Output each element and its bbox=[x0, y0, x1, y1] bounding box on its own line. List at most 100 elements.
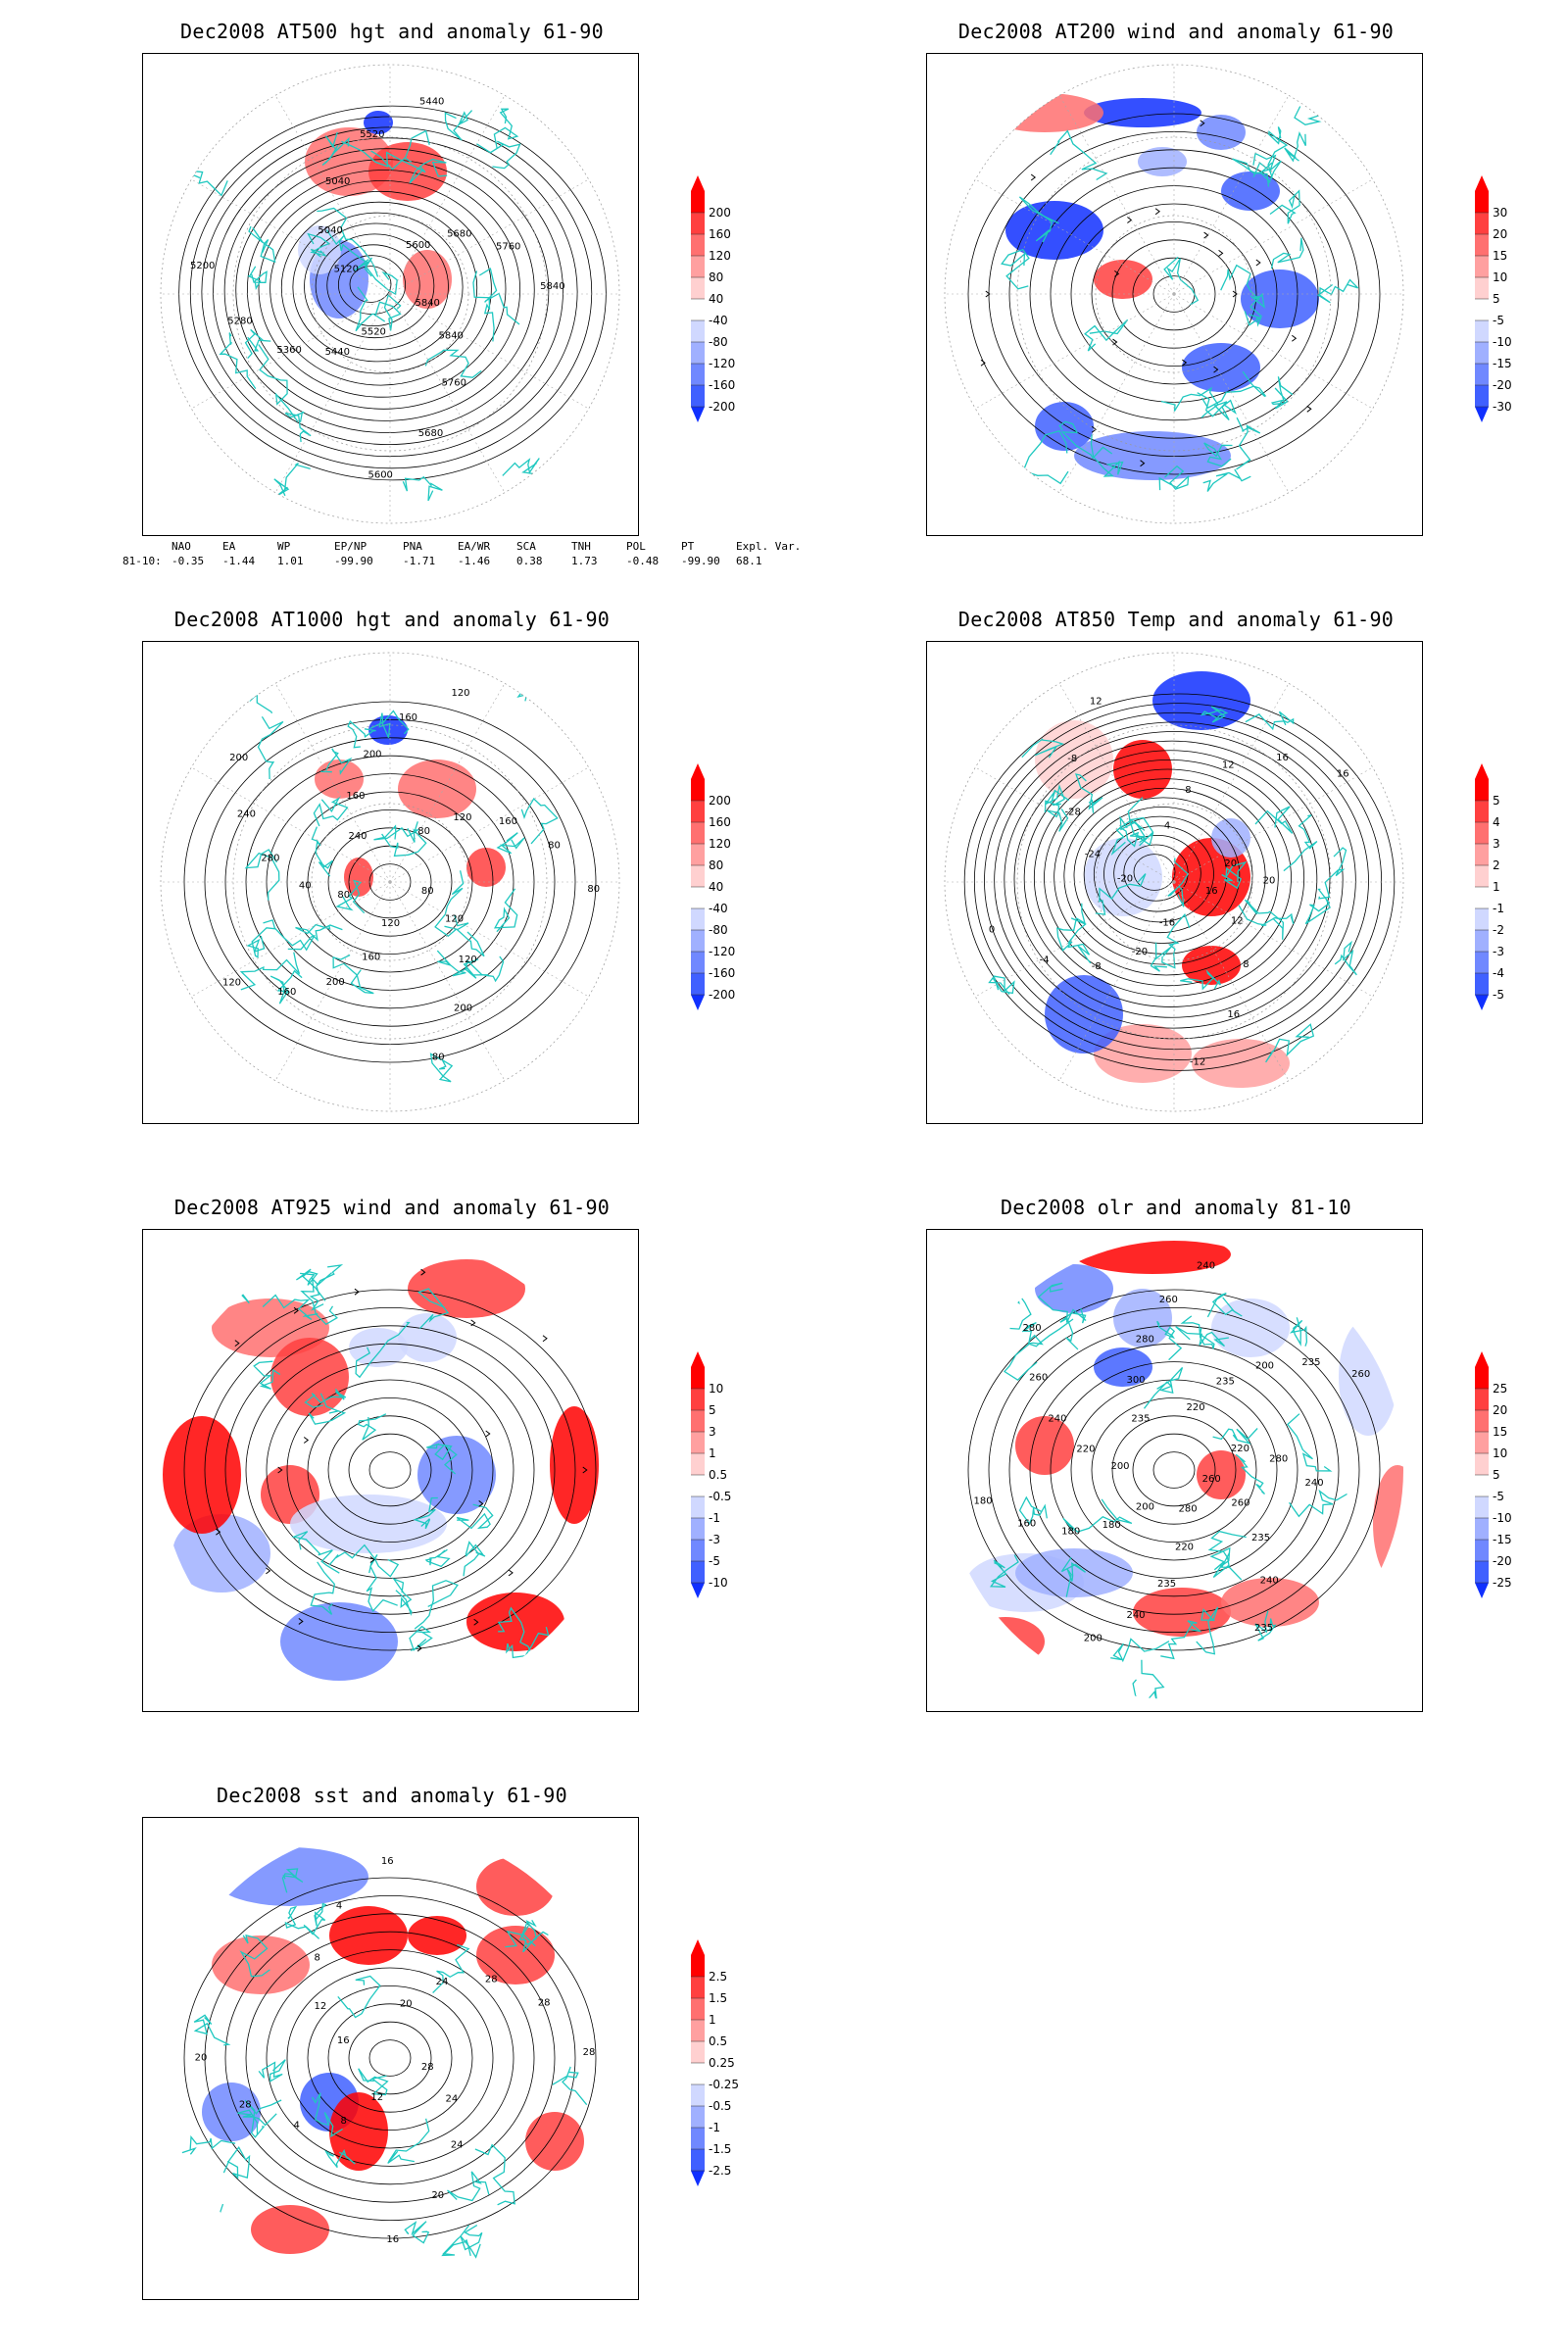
table-value-cell: 0.38 bbox=[516, 555, 543, 567]
contour-line bbox=[1013, 740, 1331, 1018]
contour-line bbox=[286, 1967, 494, 2149]
streamline-arrow bbox=[303, 1437, 310, 1444]
graticule bbox=[160, 652, 620, 1112]
streamline-arrow bbox=[420, 1268, 426, 1276]
colorbar-swatch bbox=[691, 865, 705, 887]
panel-title: Dec2008 AT1000 hgt and anomaly 61-90 bbox=[173, 608, 611, 631]
contour-label: 235 bbox=[1301, 1357, 1320, 1368]
colorbar-arrow-bottom bbox=[691, 2171, 705, 2186]
colorbar-label: -200 bbox=[709, 988, 735, 1002]
contour-label: 5120 bbox=[334, 265, 359, 275]
contour-label: 5360 bbox=[276, 345, 301, 356]
anomaly-region bbox=[398, 1313, 457, 1362]
contour-label: -16 bbox=[1159, 917, 1175, 928]
colorbar-label: 120 bbox=[709, 249, 731, 263]
anomaly-region bbox=[1113, 1289, 1172, 1348]
colorbar-label: 5 bbox=[1493, 794, 1500, 808]
streamline-arrow bbox=[1091, 425, 1098, 433]
colorbar-swatch bbox=[691, 320, 705, 342]
colorbar-label: 30 bbox=[1493, 206, 1507, 220]
contour-line bbox=[307, 1396, 473, 1543]
map-frame bbox=[926, 53, 1423, 536]
contour-line bbox=[307, 808, 473, 955]
colorbar-swatch bbox=[1475, 801, 1489, 822]
contour-line bbox=[1008, 149, 1340, 439]
colorbar-arrow-bottom bbox=[691, 995, 705, 1010]
contour-line bbox=[304, 222, 449, 351]
contour-line bbox=[1004, 731, 1344, 1029]
panel-title: Dec2008 AT925 wind and anomaly 61-90 bbox=[173, 1196, 611, 1219]
colorbar-label: -160 bbox=[709, 378, 735, 392]
colorbar-label: 10 bbox=[709, 1382, 723, 1396]
contour-line bbox=[1091, 1396, 1257, 1543]
polar-map: 28 24 24 20 16 12 8 4 28 20 16 12 8 4 16 20 24 28 28 28 bbox=[161, 1847, 597, 2259]
contour-label: 280 bbox=[1023, 1323, 1042, 1334]
contour-line bbox=[292, 212, 464, 363]
graticule bbox=[191, 766, 391, 883]
colorbar-swatch bbox=[691, 1998, 705, 2020]
colorbar: 2.5 1.5 1 0.5 0.25 -0.25 -0.5 -1 -1.5 -2.5 bbox=[685, 1936, 754, 2224]
coastline bbox=[988, 706, 1357, 1063]
colorbar-arrow-bottom bbox=[1475, 1583, 1489, 1598]
contour-label: 260 bbox=[1029, 1372, 1048, 1383]
contour-label: 12 bbox=[1222, 760, 1235, 770]
contour-line bbox=[1033, 759, 1305, 998]
graticule bbox=[1173, 293, 1373, 410]
table-value-cell: -0.35 bbox=[172, 555, 205, 567]
contour-label: 24 bbox=[451, 2139, 464, 2150]
colorbar-swatch bbox=[1475, 952, 1489, 973]
graticule bbox=[389, 293, 506, 493]
anomaly-region bbox=[525, 2112, 584, 2171]
anomaly-region bbox=[550, 1406, 599, 1524]
anomaly-region bbox=[1074, 431, 1231, 480]
colorbar: 30 20 15 10 5 -5 -10 -15 -20 -30 bbox=[1469, 172, 1538, 460]
contour-label: 260 bbox=[1202, 1474, 1221, 1485]
colorbar-label: 3 bbox=[709, 1425, 716, 1439]
colorbar-swatch bbox=[691, 1453, 705, 1475]
anomaly-region bbox=[1045, 975, 1123, 1054]
contour-label: 12 bbox=[1231, 916, 1244, 927]
graticule bbox=[274, 683, 391, 883]
colorbar-swatch bbox=[1475, 973, 1489, 995]
graticule bbox=[975, 766, 1175, 883]
contour-line bbox=[224, 737, 556, 1027]
contour-label: 24 bbox=[436, 1977, 449, 1987]
graticule bbox=[274, 881, 391, 1081]
table-header-cell: EA/WR bbox=[458, 540, 491, 553]
contour-label: 200 bbox=[229, 753, 248, 763]
colorbar-label: -40 bbox=[709, 902, 728, 915]
colorbar: 200 160 120 80 40 -40 -80 -120 -160 -200 bbox=[685, 760, 754, 1048]
contour-label: 280 bbox=[1136, 1334, 1154, 1345]
graticule bbox=[975, 178, 1175, 295]
contour-line bbox=[178, 105, 607, 481]
contour-label: 200 bbox=[326, 977, 345, 988]
colorbar-label: 1 bbox=[1493, 880, 1500, 894]
map-frame: 260 260 235 240 235 280 220 235 240 200 200 180 180 1… bbox=[926, 1229, 1423, 1712]
coastline bbox=[219, 1264, 577, 1699]
graticule bbox=[1058, 881, 1175, 1081]
colorbar-label: -2 bbox=[1493, 923, 1504, 937]
contour-label: 235 bbox=[1251, 1533, 1270, 1544]
contour-label: 5280 bbox=[227, 316, 252, 326]
contour-line bbox=[348, 2021, 432, 2095]
colorbar-label: -5 bbox=[1493, 1490, 1504, 1503]
contour-label: 160 bbox=[277, 987, 296, 998]
contour-label: -24 bbox=[1085, 849, 1101, 859]
contour-label: 200 bbox=[1110, 1461, 1129, 1472]
streamline-arrow bbox=[216, 1528, 221, 1536]
colorbar-arrow-top bbox=[691, 763, 705, 779]
contour-label: 235 bbox=[1254, 1623, 1273, 1634]
streamline-arrow bbox=[485, 1430, 491, 1438]
contour-line bbox=[984, 711, 1369, 1051]
contour-label: 120 bbox=[381, 918, 400, 929]
colorbar-label: 40 bbox=[709, 292, 723, 306]
contour-label: 180 bbox=[974, 1496, 993, 1507]
anomaly-region bbox=[1133, 1588, 1231, 1637]
colorbar-swatch bbox=[691, 2106, 705, 2128]
streamline-arrow bbox=[542, 1335, 548, 1343]
coastline bbox=[161, 1868, 588, 2259]
contour-label: 8 bbox=[1185, 785, 1191, 796]
graticule bbox=[274, 95, 391, 295]
colorbar-label: -40 bbox=[709, 314, 728, 327]
table-value-cell: -99.90 bbox=[681, 555, 720, 567]
